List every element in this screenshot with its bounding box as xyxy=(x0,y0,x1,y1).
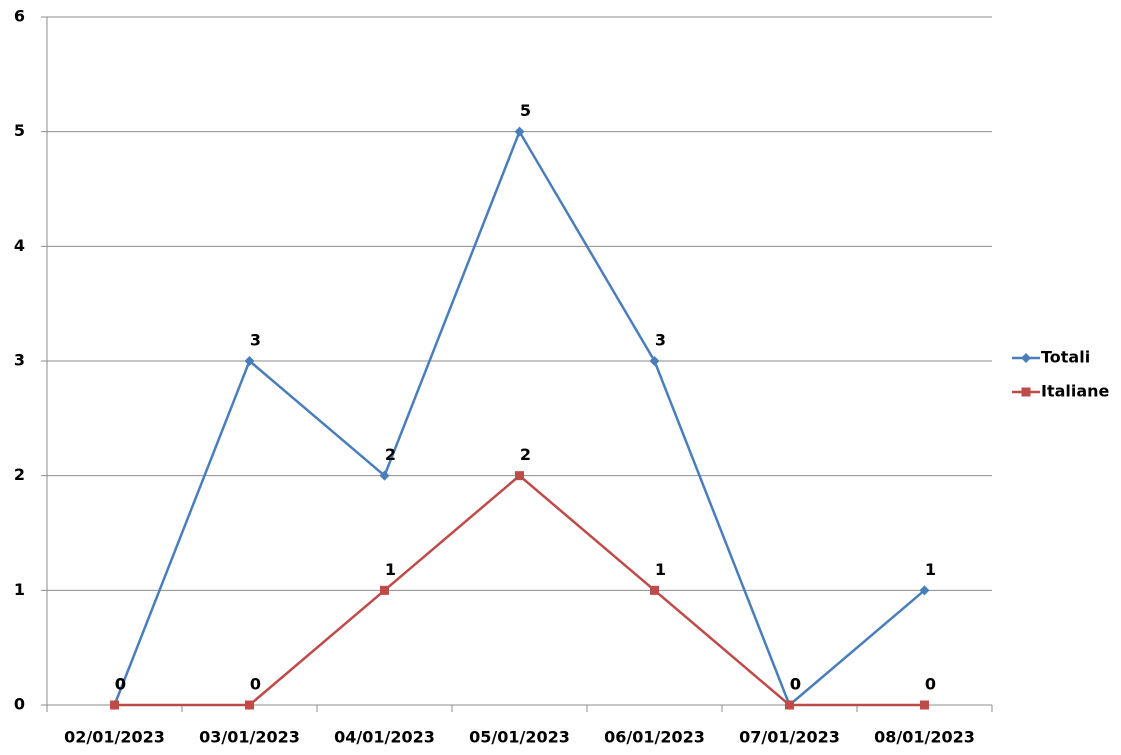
y-tick-label: 0 xyxy=(14,695,25,714)
legend-marker xyxy=(1021,387,1031,397)
data-point xyxy=(650,585,659,595)
data-point xyxy=(244,356,255,366)
data-point xyxy=(379,470,390,481)
y-tick-label: 4 xyxy=(14,236,25,255)
data-label: 3 xyxy=(655,331,666,350)
data-point xyxy=(785,700,794,710)
x-tick-label: 04/01/2023 xyxy=(334,728,435,747)
data-label: 3 xyxy=(250,331,261,350)
x-tick-label: 07/01/2023 xyxy=(739,728,840,747)
y-tick-label: 3 xyxy=(14,351,25,370)
series-line xyxy=(113,128,926,708)
x-tick-label: 03/01/2023 xyxy=(199,728,300,747)
x-tick-label: 05/01/2023 xyxy=(469,728,570,747)
data-point xyxy=(649,356,660,366)
data-label: 1 xyxy=(655,560,666,579)
data-point xyxy=(245,700,254,710)
data-label: 0 xyxy=(790,675,801,694)
data-point xyxy=(919,585,930,596)
data-label: 5 xyxy=(520,101,531,120)
data-label: 0 xyxy=(115,675,126,694)
data-point xyxy=(920,700,929,710)
x-tick-label: 02/01/2023 xyxy=(64,728,165,747)
data-point xyxy=(110,700,119,710)
legend-marker xyxy=(1021,353,1031,363)
x-tick-label: 06/01/2023 xyxy=(604,728,705,747)
data-label: 1 xyxy=(925,560,936,579)
data-label: 0 xyxy=(250,675,261,694)
legend-label: Totali xyxy=(1041,348,1090,367)
y-tick-label: 5 xyxy=(14,121,25,140)
data-label: 2 xyxy=(520,445,531,464)
data-label: 0 xyxy=(115,675,126,694)
y-tick-label: 1 xyxy=(14,580,25,599)
data-label: 0 xyxy=(925,675,936,694)
data-label: 1 xyxy=(385,560,396,579)
legend-label: Italiane xyxy=(1041,382,1110,401)
data-point xyxy=(514,126,525,137)
data-label: 0 xyxy=(790,675,801,694)
data-point xyxy=(515,471,524,481)
y-tick-label: 6 xyxy=(14,7,25,26)
data-point xyxy=(380,585,389,595)
y-tick-label: 2 xyxy=(14,465,25,484)
x-tick-label: 08/01/2023 xyxy=(874,728,975,747)
data-label: 2 xyxy=(385,445,396,464)
